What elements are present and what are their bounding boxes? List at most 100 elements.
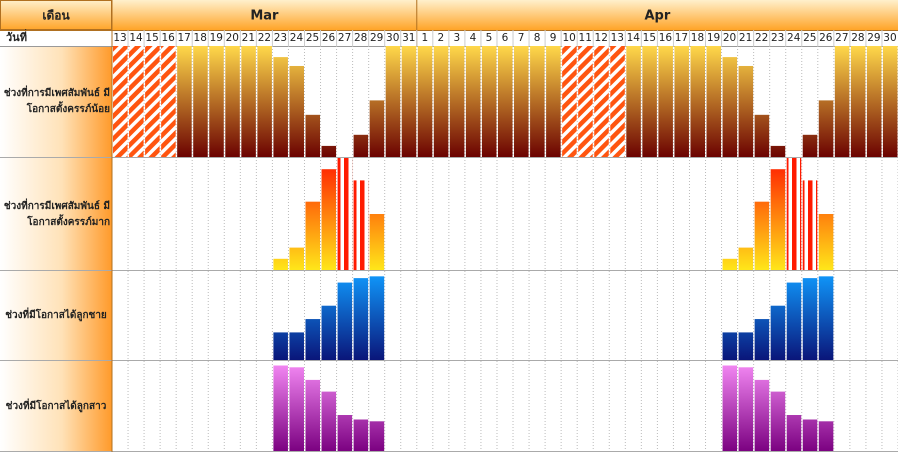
bar bbox=[546, 46, 561, 157]
bar bbox=[642, 46, 657, 157]
day-number: 26 bbox=[819, 32, 833, 44]
day-number: 19 bbox=[210, 32, 223, 44]
bar bbox=[658, 46, 673, 157]
bar bbox=[225, 46, 240, 157]
bar bbox=[465, 46, 481, 157]
hatched-bar bbox=[578, 46, 593, 157]
row-label: ช่วงที่การมีเพศสัมพันธ์ มีโอกาสตั้งครรภ์… bbox=[3, 88, 110, 115]
month-label: Apr bbox=[644, 9, 670, 24]
day-number: 22 bbox=[258, 32, 271, 44]
day-number: 16 bbox=[659, 32, 673, 44]
day-number: 25 bbox=[306, 32, 319, 44]
row-label: ช่วงที่การมีเพศสัมพันธ์ มีโอกาสตั้งครรภ์… bbox=[3, 200, 110, 228]
bar bbox=[690, 46, 706, 157]
bar bbox=[273, 365, 288, 451]
bar bbox=[802, 134, 818, 157]
bar bbox=[433, 46, 449, 157]
day-number: 7 bbox=[518, 32, 525, 44]
bar bbox=[802, 419, 818, 451]
bar bbox=[353, 134, 369, 157]
day-number: 25 bbox=[803, 32, 816, 44]
day-number: 19 bbox=[707, 32, 720, 44]
hatched-bar bbox=[802, 180, 818, 270]
day-number: 20 bbox=[723, 32, 736, 44]
day-number: 3 bbox=[454, 32, 461, 44]
bar bbox=[305, 201, 321, 270]
day-number: 8 bbox=[534, 32, 541, 44]
day-number: 17 bbox=[177, 32, 190, 44]
day-number: 21 bbox=[242, 32, 255, 44]
hatched-bar bbox=[145, 46, 160, 157]
month-header bbox=[0, 0, 898, 30]
bar bbox=[754, 379, 770, 451]
bar bbox=[802, 278, 818, 360]
bar bbox=[834, 46, 850, 157]
bar bbox=[514, 46, 529, 157]
day-number: 15 bbox=[643, 32, 656, 44]
bar bbox=[674, 46, 689, 157]
day-number: 29 bbox=[370, 32, 383, 44]
bar bbox=[385, 46, 401, 157]
bar bbox=[177, 46, 192, 157]
day-number: 14 bbox=[627, 32, 641, 44]
day-label: วันที่ bbox=[6, 29, 27, 44]
bar bbox=[706, 46, 722, 157]
bar bbox=[305, 114, 321, 157]
bar bbox=[722, 332, 738, 360]
bar bbox=[754, 319, 770, 360]
bar bbox=[289, 247, 304, 270]
hatched-bar bbox=[337, 158, 353, 270]
day-number: 5 bbox=[486, 32, 493, 44]
bar bbox=[321, 145, 337, 157]
bar bbox=[353, 419, 369, 451]
bar bbox=[738, 332, 754, 360]
bar bbox=[754, 114, 770, 157]
bar bbox=[882, 46, 898, 157]
bar bbox=[305, 319, 321, 360]
day-number: 16 bbox=[161, 32, 175, 44]
day-number: 24 bbox=[290, 32, 304, 44]
day-number: 29 bbox=[867, 32, 880, 44]
bar bbox=[449, 46, 465, 157]
bar bbox=[241, 46, 256, 157]
day-number: 20 bbox=[226, 32, 239, 44]
day-number: 21 bbox=[739, 32, 752, 44]
day-number: 15 bbox=[145, 32, 158, 44]
row-label: ช่วงที่มีโอกาสได้ลูกชาย bbox=[5, 310, 107, 321]
bar bbox=[353, 278, 369, 360]
bar bbox=[305, 379, 321, 451]
day-number: 9 bbox=[550, 32, 557, 44]
day-number: 26 bbox=[322, 32, 336, 44]
row-label: ช่วงที่มีโอกาสได้ลูกสาว bbox=[5, 400, 107, 412]
bar bbox=[497, 46, 513, 157]
day-number: 17 bbox=[675, 32, 688, 44]
day-number: 4 bbox=[470, 32, 477, 44]
day-number: 22 bbox=[755, 32, 768, 44]
bar bbox=[401, 46, 417, 157]
bar bbox=[289, 332, 304, 360]
day-number: 23 bbox=[274, 32, 287, 44]
bar bbox=[818, 421, 834, 451]
hatched-bar bbox=[353, 180, 369, 270]
day-number: 14 bbox=[129, 32, 143, 44]
bar bbox=[786, 415, 802, 451]
bar bbox=[850, 46, 866, 157]
day-number: 27 bbox=[338, 32, 351, 44]
bar bbox=[818, 276, 834, 360]
bar bbox=[481, 46, 497, 157]
bar bbox=[289, 65, 304, 157]
bar bbox=[369, 421, 385, 451]
day-number: 1 bbox=[421, 32, 428, 44]
day-number: 31 bbox=[402, 32, 415, 44]
day-number: 2 bbox=[437, 32, 444, 44]
hatched-bar bbox=[594, 46, 609, 157]
bar bbox=[818, 214, 834, 270]
bar bbox=[738, 247, 754, 270]
day-number: 13 bbox=[611, 32, 624, 44]
bar bbox=[209, 46, 224, 157]
bar bbox=[369, 276, 385, 360]
hatched-bar bbox=[786, 158, 802, 270]
bar bbox=[273, 57, 288, 157]
